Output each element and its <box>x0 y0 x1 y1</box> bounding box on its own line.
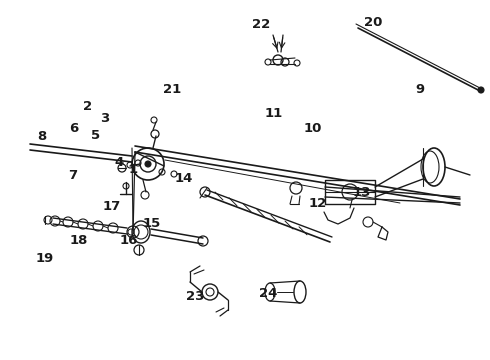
Text: 17: 17 <box>102 201 121 213</box>
Text: 2: 2 <box>83 100 92 113</box>
Text: 13: 13 <box>352 186 371 199</box>
Text: 1: 1 <box>129 163 138 176</box>
Text: 12: 12 <box>308 197 327 210</box>
Text: 11: 11 <box>264 107 283 120</box>
Text: 4: 4 <box>114 156 123 169</box>
Text: 20: 20 <box>364 16 383 29</box>
Text: 9: 9 <box>416 83 425 96</box>
Text: 8: 8 <box>37 130 46 143</box>
Text: 22: 22 <box>251 18 270 31</box>
Text: 18: 18 <box>69 234 88 247</box>
Text: 6: 6 <box>69 122 78 135</box>
Circle shape <box>478 87 484 93</box>
Text: 19: 19 <box>36 252 54 265</box>
Text: 14: 14 <box>174 172 193 185</box>
Text: 5: 5 <box>91 129 100 141</box>
Text: 3: 3 <box>100 112 109 125</box>
Text: 16: 16 <box>119 234 138 247</box>
Text: 15: 15 <box>143 217 161 230</box>
Text: 7: 7 <box>68 169 77 182</box>
Circle shape <box>145 161 151 167</box>
Text: 10: 10 <box>303 122 322 135</box>
Text: 24: 24 <box>259 287 278 300</box>
Text: 21: 21 <box>163 83 182 96</box>
Text: 23: 23 <box>186 291 204 303</box>
